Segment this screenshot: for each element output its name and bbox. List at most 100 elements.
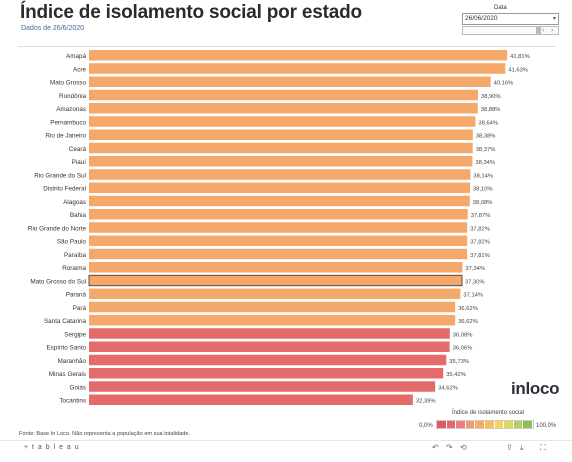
legend-min-label: 0,0% [419,423,433,429]
value-label: 37,87% [471,213,491,219]
category-label: Ceará [69,146,87,153]
reset-icon[interactable]: ⟲ [460,443,467,452]
category-label: Alagoas [63,199,86,206]
legend-color-step [494,421,505,428]
category-label: Amazonas [56,106,86,113]
bar[interactable] [89,195,470,207]
bar[interactable] [89,222,468,233]
legend-max-label: 100,0% [536,423,557,429]
date-slider-thumb[interactable] [536,27,541,34]
value-label: 38,64% [478,120,498,126]
category-label: Rondônia [59,93,86,100]
value-label: 37,30% [465,279,485,285]
page-subtitle: Dados de 26/6/2020 [21,25,85,32]
bar[interactable] [89,262,463,273]
chart-frame [18,46,556,411]
bar[interactable] [89,129,473,141]
bar[interactable] [88,274,463,287]
category-label: Amapá [66,53,86,60]
value-label: 37,82% [470,240,490,246]
fullscreen-icon[interactable]: ⛶ [540,443,546,452]
value-label: 36,62% [458,319,478,325]
tableau-logo[interactable]: + t a b l e a u [24,444,80,451]
bar[interactable] [89,235,468,247]
category-label: Goiás [70,384,86,391]
bar[interactable] [89,116,476,127]
bar[interactable] [89,209,468,220]
bar[interactable] [89,76,491,88]
bar[interactable] [89,341,450,353]
category-label: Rio Grande do Norte [28,225,87,232]
value-label: 38,37% [476,147,496,153]
value-label: 38,08% [473,200,493,206]
value-label: 38,10% [473,187,493,193]
category-label: Paraná [66,292,87,299]
date-filter-value: 26/06/2020 [465,15,498,22]
bottom-divider [0,440,572,441]
category-label: São Paulo [57,239,87,246]
undo-icon[interactable]: ↶ [432,443,439,452]
category-label: Distrito Federal [43,186,86,193]
download-icon[interactable]: ⤓ [520,443,524,452]
date-filter-label: Data [494,5,507,11]
bar[interactable] [89,63,506,74]
bar[interactable] [89,381,436,392]
slider-right-arrow-icon[interactable]: › [551,27,554,34]
value-label: 37,82% [470,226,490,232]
slider-left-arrow-icon[interactable]: ‹ [542,27,545,34]
value-label: 38,90% [481,94,501,100]
value-label: 36,06% [453,346,473,352]
page-title: Índice de isolamento social por estado [20,2,362,23]
value-label: 37,14% [463,293,483,299]
bar[interactable] [89,248,468,260]
value-label: 38,38% [476,134,496,140]
bar[interactable] [89,182,470,194]
bar[interactable] [89,288,461,300]
legend-title: Índice de isolamento social [452,410,525,416]
bar[interactable] [89,156,473,167]
legend-color-scale [436,420,534,429]
value-label: 37,81% [470,253,490,259]
category-label: Santa Catarina [44,318,87,325]
category-label: Mato Grosso [50,80,87,87]
value-label: 37,34% [465,266,485,272]
bar[interactable] [89,50,508,61]
bar[interactable] [89,103,478,114]
legend-color-step [465,421,476,428]
bar[interactable] [89,142,473,154]
value-label: 36,62% [458,306,478,312]
category-label: Paraíba [64,252,87,259]
footnote: Fonte: Base In Loco. Não representa a po… [19,431,191,437]
value-label: 38,88% [481,107,501,113]
legend-color-step [456,421,466,428]
value-label: 35,42% [446,372,466,378]
legend-color-step [475,421,485,428]
share-icon[interactable]: ⇪ [506,443,513,452]
category-label: Bahia [70,212,87,219]
bar[interactable] [89,354,447,366]
category-label: Espírito Santo [46,345,86,352]
bar[interactable] [89,368,444,379]
category-label: Roraima [62,265,86,272]
category-label: Pernambuco [50,119,86,126]
category-label: Minas Gerais [49,371,86,378]
value-label: 41,63% [508,67,528,73]
category-label: Piauí [72,159,87,166]
legend-color-step [504,421,514,428]
date-filter-dropdown[interactable]: 26/06/2020 ▾ [462,13,559,25]
bar[interactable] [89,301,456,313]
bar[interactable] [89,89,478,101]
category-label: Acre [73,66,86,73]
bar[interactable] [89,394,413,406]
bar[interactable] [89,315,456,326]
category-label: Pará [73,305,87,312]
value-label: 35,73% [449,359,469,365]
redo-icon[interactable]: ↷ [446,443,453,452]
brand-logo: inloco [511,379,560,398]
date-slider[interactable] [462,26,559,35]
value-label: 34,62% [438,385,458,391]
legend-color-step [484,421,495,428]
bar[interactable] [89,328,450,339]
bar[interactable] [89,169,471,180]
